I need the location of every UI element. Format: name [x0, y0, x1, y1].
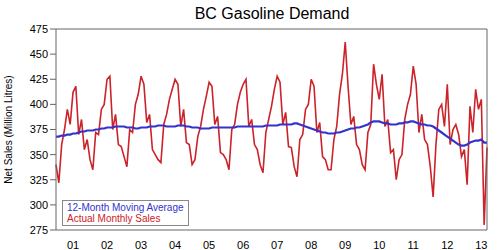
html-text:12-Month Moving Average: 12-Month Moving Average [67, 202, 184, 213]
svg-text:425: 425 [30, 73, 48, 85]
svg-text:05: 05 [203, 239, 215, 250]
svg-text:11: 11 [408, 239, 419, 250]
html-text:BC Gasoline Demand: BC Gasoline Demand [194, 5, 350, 22]
svg-text:04: 04 [169, 239, 181, 250]
svg-text:02: 02 [101, 239, 113, 250]
svg-text:375: 375 [30, 123, 48, 135]
svg-text:450: 450 [30, 48, 48, 60]
svg-text:10: 10 [373, 239, 385, 250]
svg-text:350: 350 [30, 149, 48, 161]
svg-text:12: 12 [441, 239, 453, 250]
svg-text:06: 06 [237, 239, 249, 250]
svg-text:475: 475 [30, 23, 48, 35]
svg-text:03: 03 [135, 239, 147, 250]
svg-text:400: 400 [30, 98, 48, 110]
svg-text:275: 275 [30, 224, 48, 236]
svg-text:325: 325 [30, 174, 48, 186]
svg-text:07: 07 [271, 239, 283, 250]
svg-text:300: 300 [30, 199, 48, 211]
svg-text:01: 01 [67, 239, 79, 250]
svg-text:08: 08 [305, 239, 317, 250]
html-text:Actual Monthly Sales: Actual Monthly Sales [67, 213, 161, 224]
svg-text:13: 13 [475, 239, 487, 250]
svg-text:09: 09 [339, 239, 351, 250]
svg-text:Net Sales (Million Litres): Net Sales (Million Litres) [3, 75, 14, 183]
